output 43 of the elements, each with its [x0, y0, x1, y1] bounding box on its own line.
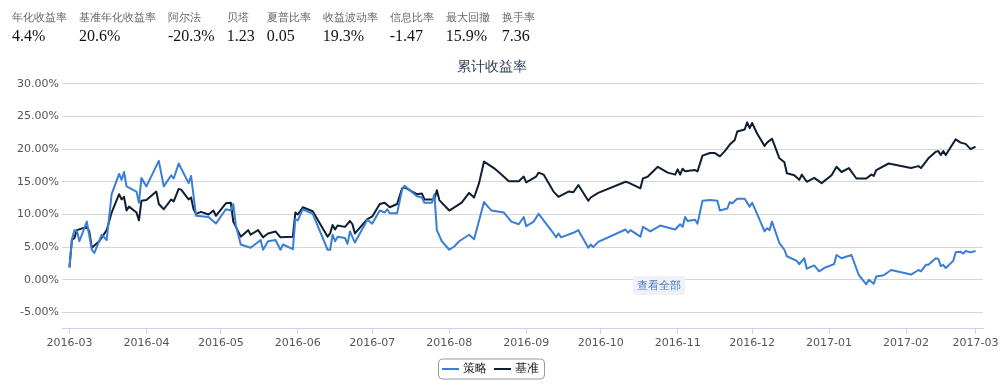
text: 4.4%	[12, 26, 47, 46]
y-tick-label: 25.00%	[17, 109, 59, 123]
text: 19.3%	[322, 26, 365, 46]
text: 1.23	[226, 26, 255, 46]
y-tick-label: 5.00%	[24, 239, 59, 253]
text: 0.05	[266, 26, 296, 46]
text: 收益波动率	[322, 10, 378, 25]
x-tick-label: 2017-02	[883, 336, 930, 350]
text: 年化收益率	[12, 10, 67, 25]
text: 7.36	[501, 26, 531, 46]
legend-label: 基准	[514, 361, 539, 376]
y-tick-label: 10.00%	[17, 207, 59, 221]
y-tick-label: -5.00%	[20, 305, 59, 319]
chart-title: 累计收益率	[456, 58, 527, 75]
x-tick-label: 2017-03	[952, 336, 999, 350]
text: 夏普比率	[266, 10, 311, 25]
text: 阿尔法	[168, 10, 202, 25]
text: 换手率	[501, 10, 535, 25]
text: 最大回撤	[445, 10, 490, 25]
y-tick-label: 20.00%	[17, 141, 59, 155]
y-tick-label: 15.00%	[17, 174, 59, 188]
x-tick-label: 2016-12	[729, 336, 776, 350]
x-tick-label: 2016-08	[426, 336, 473, 350]
x-tick-label: 2016-10	[577, 336, 624, 350]
x-tick-label: 2016-04	[123, 336, 170, 350]
x-tick-label: 2016-07	[349, 336, 396, 350]
x-tick-label: 2017-01	[806, 336, 853, 350]
x-tick-label: 2016-06	[274, 336, 321, 350]
text: -20.3%	[168, 26, 215, 46]
x-tick-label: 2016-09	[503, 336, 550, 350]
y-tick-label: 30.00%	[17, 76, 59, 90]
text: 20.6%	[79, 26, 122, 46]
legend-label: 策略	[462, 361, 487, 376]
x-tick-label: 2016-05	[197, 336, 244, 350]
text: 信息比率	[389, 10, 434, 25]
text: 15.9%	[445, 26, 488, 46]
x-tick-label: 2016-11	[654, 336, 701, 350]
x-tick-label: 2016-03	[46, 336, 93, 350]
text: -1.47	[389, 26, 424, 46]
view-all-button: 查看全部	[633, 275, 685, 295]
text: 基准年化收益率	[79, 10, 156, 25]
text: 贝塔	[226, 10, 250, 25]
y-tick-label: 0.00%	[24, 272, 59, 286]
